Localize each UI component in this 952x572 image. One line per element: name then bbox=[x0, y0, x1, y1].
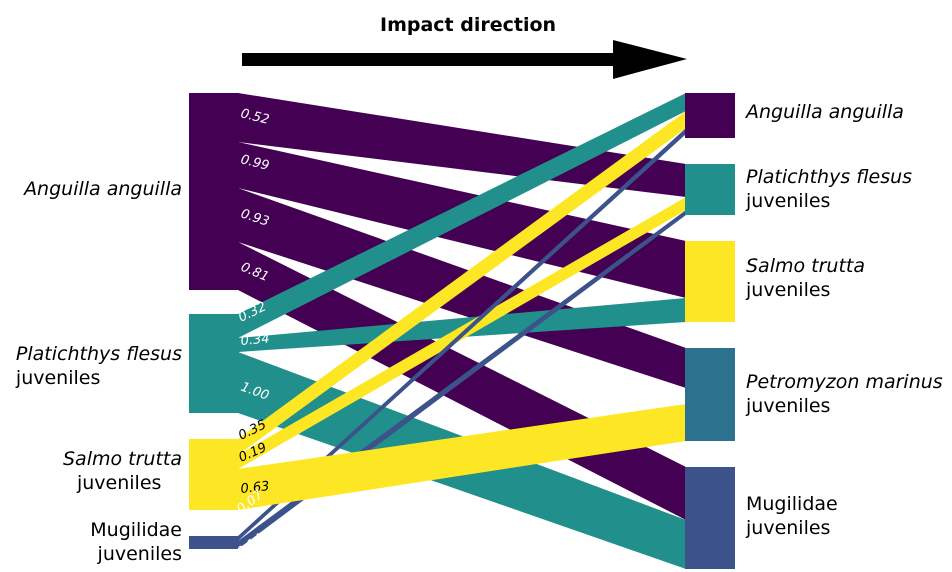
target-label-trout-qualifier: juveniles bbox=[746, 279, 831, 301]
flow-mullet-to-eel bbox=[238, 128, 686, 541]
source-label-trout-name: Salmo trutta bbox=[62, 448, 182, 470]
source-label-flounder-name: Platichthys flesus bbox=[15, 343, 182, 365]
flow-flounder-to-eel bbox=[238, 93, 686, 338]
source-label-mullet-qualifier: juveniles bbox=[97, 543, 182, 565]
target-node-flounder bbox=[685, 164, 735, 215]
source-label-trout-qualifier: juveniles bbox=[76, 472, 162, 494]
target-label-mullet-name: Mugilidae bbox=[746, 493, 838, 515]
source-node-mullet bbox=[189, 536, 239, 549]
source-label-mullet-name: Mugilidae bbox=[90, 519, 182, 541]
target-node-lamprey bbox=[685, 348, 735, 441]
source-node-eel bbox=[189, 93, 239, 290]
target-label-flounder: Platichthys flesus juveniles bbox=[746, 165, 912, 213]
source-label-flounder: Platichthys flesus juveniles bbox=[16, 342, 182, 390]
flow-value-eel-to-trout: 0.99 bbox=[239, 152, 271, 174]
target-label-trout: Salmo trutta juveniles bbox=[746, 254, 865, 302]
flow-value-flounder-to-trout: 0.34 bbox=[240, 332, 270, 349]
source-node-trout bbox=[189, 439, 239, 510]
arrow-shaft bbox=[242, 53, 627, 66]
flow-trout-to-eel bbox=[238, 111, 686, 455]
target-label-mullet: Mugilidae juveniles bbox=[746, 492, 838, 540]
target-label-lamprey: Petromyzon marinus juveniles bbox=[746, 370, 943, 418]
impact-direction-title: Impact direction bbox=[380, 14, 557, 36]
target-label-mullet-qualifier: juveniles bbox=[746, 517, 831, 539]
target-node-mullet bbox=[685, 467, 735, 569]
target-label-trout-name: Salmo trutta bbox=[746, 255, 866, 277]
source-label-eel: Anguilla anguilla bbox=[24, 177, 182, 201]
target-label-eel-name: Anguilla anguilla bbox=[746, 101, 904, 123]
flow-flounder-to-trout bbox=[238, 298, 686, 352]
flow-eel-to-flounder bbox=[238, 93, 686, 197]
flow-layer bbox=[238, 93, 686, 569]
source-label-mullet: Mugilidae juveniles bbox=[90, 518, 182, 566]
flow-value-trout-to-lamprey: 0.63 bbox=[240, 479, 270, 497]
target-node-eel bbox=[685, 93, 735, 138]
flow-value-eel-to-flounder: 0.52 bbox=[239, 106, 271, 128]
source-label-flounder-qualifier: juveniles bbox=[15, 367, 101, 389]
source-node-flounder bbox=[189, 314, 239, 413]
target-label-lamprey-name: Petromyzon marinus bbox=[746, 371, 943, 393]
target-label-flounder-qualifier: juveniles bbox=[746, 190, 831, 212]
source-label-eel-name: Anguilla anguilla bbox=[24, 178, 182, 200]
node-layer bbox=[189, 93, 735, 569]
impact-direction-arrow bbox=[242, 40, 687, 79]
target-node-trout bbox=[685, 241, 735, 322]
target-label-flounder-name: Platichthys flesus bbox=[746, 166, 913, 188]
flow-trout-to-lamprey bbox=[238, 404, 686, 510]
target-label-lamprey-qualifier: juveniles bbox=[746, 395, 831, 417]
target-label-eel: Anguilla anguilla bbox=[746, 100, 904, 124]
arrow-head bbox=[613, 40, 687, 79]
source-label-trout: Salmo trutta juveniles bbox=[63, 447, 182, 495]
